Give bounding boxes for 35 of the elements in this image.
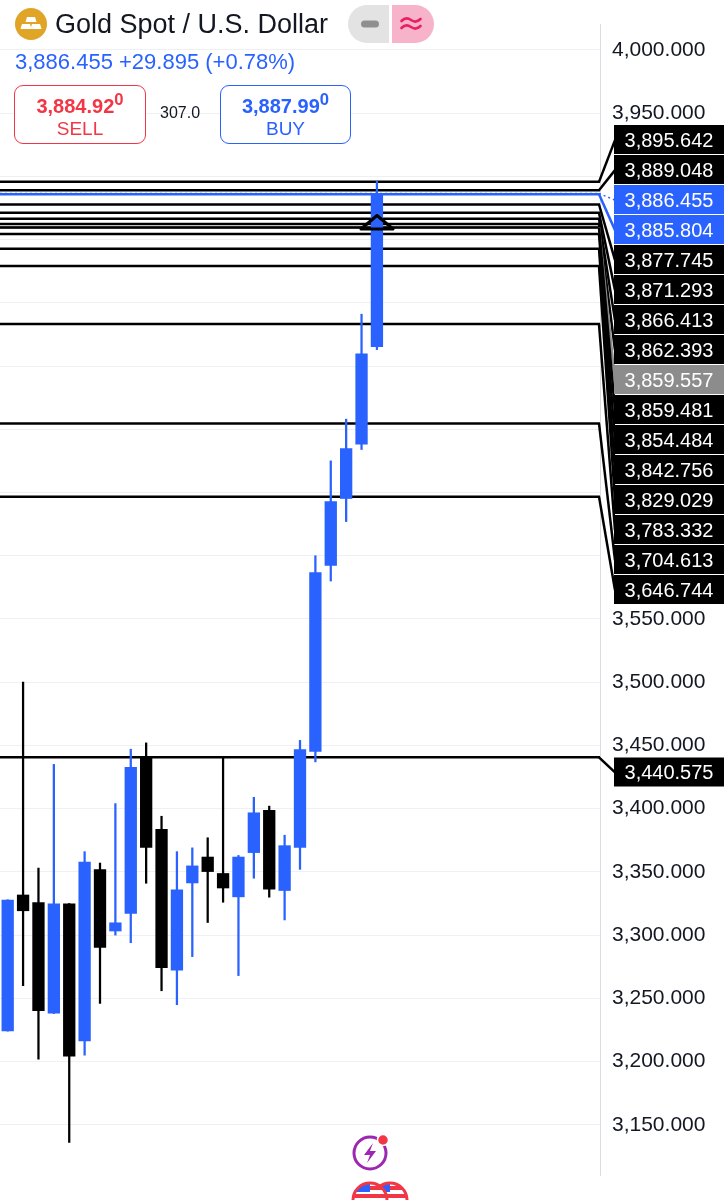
y-tick-label: 3,500.000 [612,669,706,692]
text: 3,886.455 +29.895 (+0.78%) [15,48,296,76]
y-tick-label: 3,200.000 [612,1048,706,1072]
ref-line-label: 3,842.756 [624,458,714,481]
ref-line-label: 3,440.575 [624,760,714,783]
ref-line-label: 3,646.744 [624,578,714,601]
ref-line-label: 3,829.029 [624,488,714,511]
ref-line-label: 3,866.413 [624,308,714,331]
annotation: SELL [56,117,104,142]
y-tick-label: 3,300.000 [612,921,706,945]
ref-line-label: 3,871.293 [624,278,714,301]
ref-line-label: 3,895.642 [624,128,714,151]
ref-line-label: 3,704.613 [624,548,714,571]
annotation: 307.0 [160,103,201,123]
legend-label: 3,889.048 [624,158,714,181]
y-tick-label: 3,150.000 [612,1111,706,1135]
y-tick-label: 3,450.000 [612,732,706,756]
y-tick-label: 3,950.000 [612,99,706,123]
y-tick-label: 3,400.000 [612,795,706,819]
y-tick-label: 3,250.000 [612,985,706,1009]
ref-line-label: 3,859.557 [624,368,714,391]
chart-title: Gold Spot / U.S. Dollar [55,8,329,41]
y-tick-label: 3,550.000 [612,605,706,629]
ref-line-label: 3,885.804 [624,218,714,241]
annotation: 3,887.99$^{0}$ [241,88,330,118]
y-tick-label: 4,000.000 [612,36,706,60]
ref-line-label: 3,886.455 [624,188,714,211]
ref-line-label: 3,783.332 [624,518,714,541]
ref-line-label: 3,877.745 [624,248,714,271]
ref-line-label: 3,859.481 [624,398,714,421]
ref-line-label: 3,854.484 [624,428,714,451]
ref-line-label: 3,862.393 [624,338,714,361]
annotation: BUY [265,117,306,142]
y-tick-label: 3,350.000 [612,858,706,882]
annotation: 3,884.92$^{0}$ [36,88,124,118]
